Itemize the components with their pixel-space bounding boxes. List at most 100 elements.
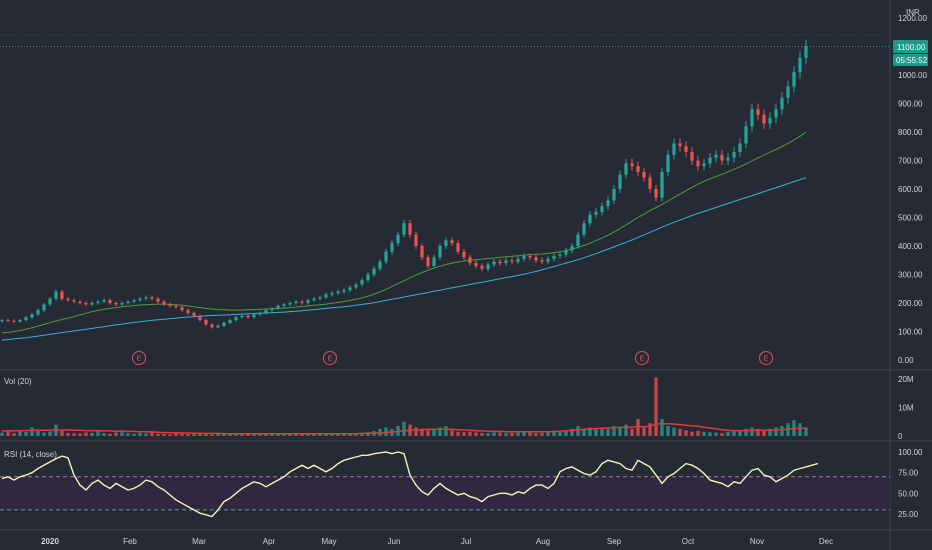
volume-bar xyxy=(294,433,298,436)
last-price-tag-value: 1100.00 xyxy=(897,43,926,52)
candle-body xyxy=(228,320,232,323)
volume-bar xyxy=(744,428,748,436)
candle-body xyxy=(456,243,460,252)
candle-body xyxy=(504,260,508,264)
volume-bar xyxy=(312,433,316,436)
candle-body xyxy=(114,303,118,305)
candle-body xyxy=(750,109,754,127)
candle-body xyxy=(570,246,574,251)
volume-bar xyxy=(438,427,442,436)
time-axis-label: Aug xyxy=(536,537,550,546)
volume-bar xyxy=(330,434,334,436)
volume-bar xyxy=(696,430,700,436)
volume-bar xyxy=(762,430,766,436)
last-price-tag[interactable] xyxy=(893,40,928,53)
volume-bar xyxy=(612,426,616,436)
candle-body xyxy=(780,97,784,110)
moving-average-lines xyxy=(1,131,807,341)
volume-bar xyxy=(24,432,28,436)
volume-bar xyxy=(402,421,406,436)
candle-body xyxy=(762,114,766,124)
candle-body xyxy=(384,251,388,262)
candle-body xyxy=(516,258,520,262)
price-axis-tick: 900.00 xyxy=(898,100,923,109)
rsi-axis-tick: 50.00 xyxy=(898,489,919,498)
candle-body xyxy=(510,260,514,262)
volume-bar xyxy=(630,428,634,436)
candle-body xyxy=(744,126,748,144)
candle-body xyxy=(438,246,442,258)
candle-body xyxy=(546,258,550,262)
candle-body xyxy=(402,223,406,235)
candle-body xyxy=(528,255,532,258)
volume-bar xyxy=(474,432,478,436)
candle-body xyxy=(210,324,214,328)
candle-body xyxy=(348,287,352,291)
volume-bar xyxy=(714,432,718,436)
candle-body xyxy=(792,72,796,87)
candle-body xyxy=(48,298,52,305)
volume-bars xyxy=(0,377,808,436)
volume-bar xyxy=(348,433,352,436)
candle-body xyxy=(66,298,70,301)
candle-body xyxy=(492,261,496,265)
candle-body xyxy=(690,151,694,161)
candle-body xyxy=(756,109,760,115)
candle-body xyxy=(156,298,160,302)
candle-body xyxy=(72,300,76,302)
volume-bar xyxy=(420,428,424,436)
volume-bar xyxy=(672,427,676,436)
volume-bar xyxy=(450,430,454,436)
candle-body xyxy=(354,284,358,288)
candle-body xyxy=(474,263,478,266)
volume-bar xyxy=(288,434,292,436)
price-axis-tick: 700.00 xyxy=(898,157,923,166)
candle-body xyxy=(198,315,202,321)
volume-bar xyxy=(336,433,340,436)
volume-bar xyxy=(162,434,166,436)
candle-body xyxy=(534,257,538,261)
candle-body xyxy=(144,297,148,299)
candle-body xyxy=(594,211,598,215)
volume-bar xyxy=(126,433,130,436)
volume-bar xyxy=(426,430,430,436)
volume-axis-tick: 0 xyxy=(898,432,903,441)
candle-body xyxy=(798,57,802,73)
volume-bar xyxy=(456,431,460,436)
candle-body xyxy=(414,234,418,246)
candle-body xyxy=(408,223,412,235)
price-candles xyxy=(0,39,808,329)
volume-bar xyxy=(498,432,502,436)
volume-bar xyxy=(804,427,808,436)
volume-bar xyxy=(600,427,604,436)
volume-bar xyxy=(138,432,142,436)
volume-bar xyxy=(300,433,304,436)
volume-bar xyxy=(594,428,598,436)
volume-bar xyxy=(120,430,124,436)
candle-body xyxy=(150,297,154,299)
volume-bar xyxy=(264,433,268,436)
volume-bar xyxy=(720,433,724,436)
candle-body xyxy=(774,109,778,118)
candle-body xyxy=(390,243,394,252)
time-axis-label: Jun xyxy=(388,537,401,546)
volume-bar xyxy=(546,432,550,436)
volume-bar xyxy=(480,432,484,436)
volume-bar xyxy=(444,426,448,436)
earnings-marker xyxy=(323,351,337,365)
volume-bar xyxy=(78,433,82,436)
volume-bar xyxy=(198,433,202,436)
candle-body xyxy=(672,143,676,155)
volume-bar xyxy=(558,430,562,436)
candle-body xyxy=(654,189,658,198)
candle-body xyxy=(738,143,742,152)
countdown-tag-value: 05:55:52 xyxy=(896,56,928,65)
candle-body xyxy=(606,200,610,207)
candle-body xyxy=(30,314,34,318)
volume-bar xyxy=(150,432,154,436)
volume-bar xyxy=(108,433,112,436)
volume-ma-line xyxy=(2,422,806,435)
candle-body xyxy=(450,240,454,244)
volume-bar xyxy=(90,432,94,436)
